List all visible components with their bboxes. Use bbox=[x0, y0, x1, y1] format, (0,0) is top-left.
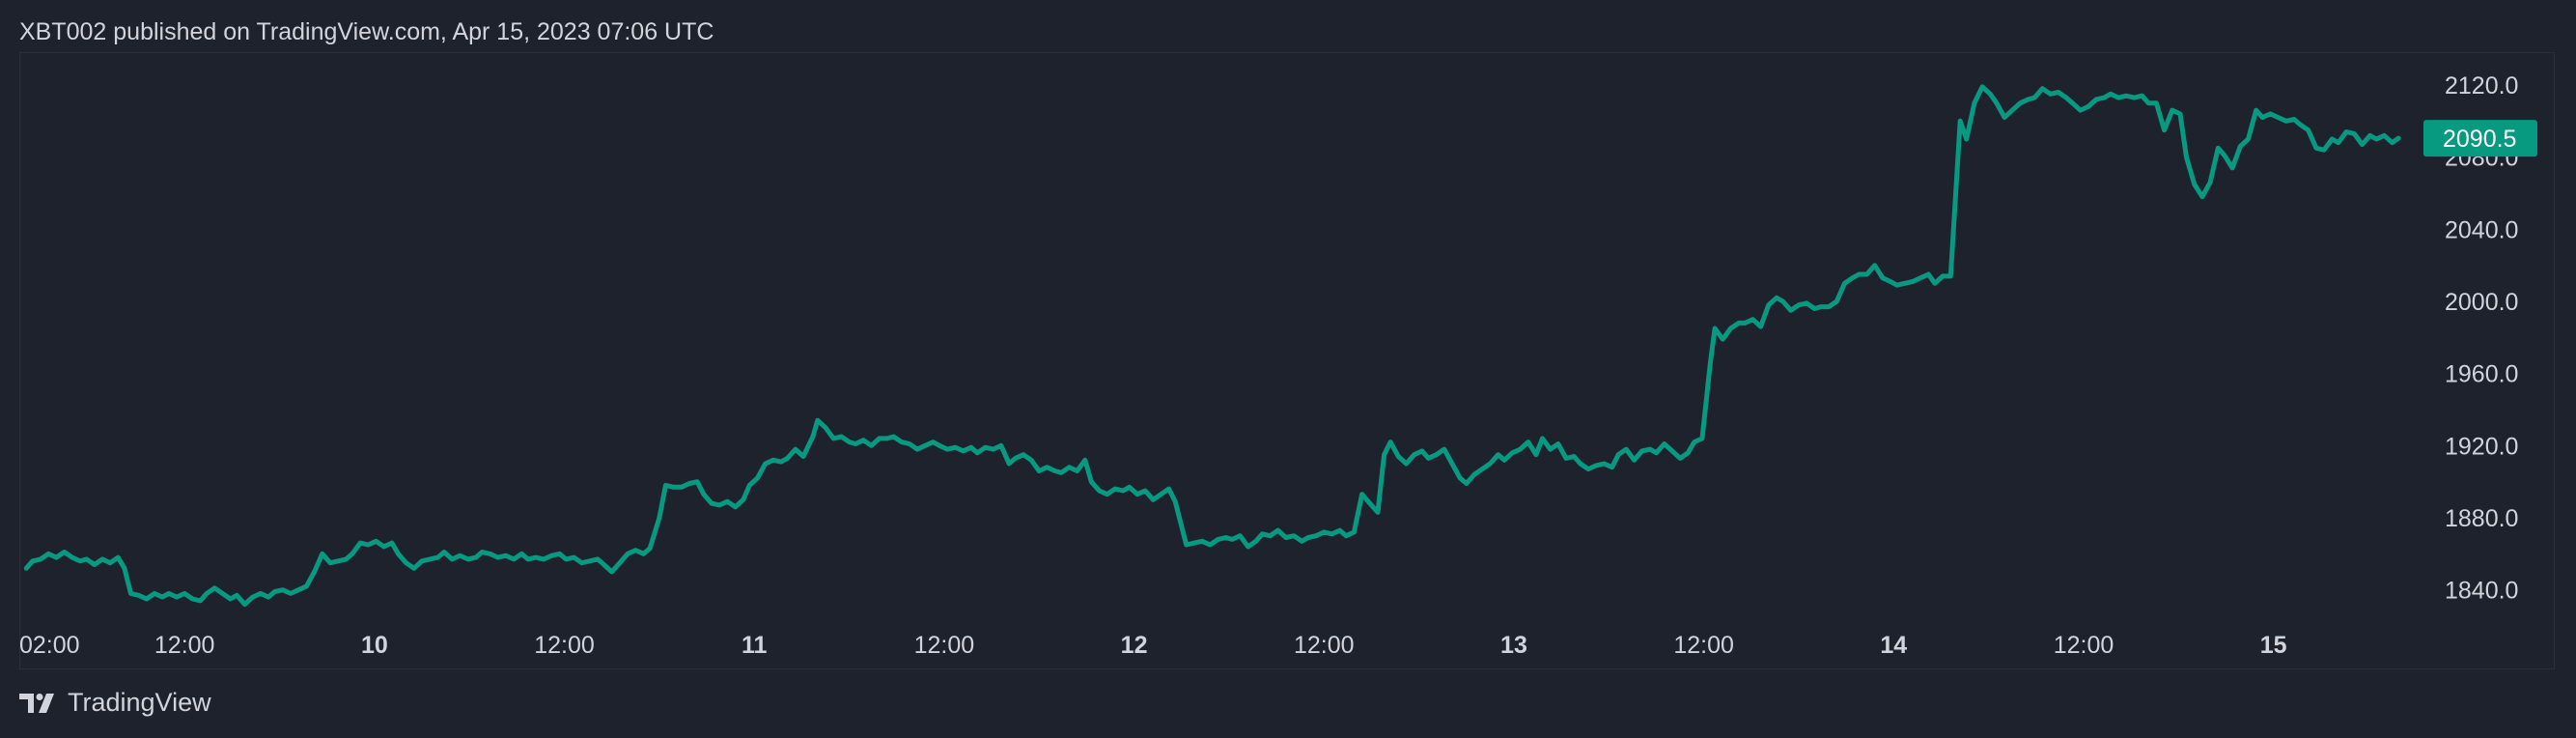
y-tick-label: 2000.0 bbox=[2445, 289, 2518, 316]
x-tick-label: 12:00 bbox=[154, 632, 215, 659]
y-tick-label: 1840.0 bbox=[2445, 578, 2518, 605]
x-tick-label: 12:00 bbox=[1294, 632, 1355, 659]
last-price-tag-box bbox=[2423, 120, 2537, 157]
x-tick-label: 12:00 bbox=[2054, 632, 2114, 659]
x-tick-label: 12:00 bbox=[534, 632, 595, 659]
x-tick-label: 14 bbox=[1880, 632, 1907, 659]
x-tick-label: 11 bbox=[742, 632, 768, 659]
x-tick-label: 10 bbox=[361, 632, 388, 659]
chart-frame bbox=[19, 52, 2555, 669]
x-tick-label: 12:00 bbox=[1673, 632, 1734, 659]
x-tick-label: 15 bbox=[2260, 632, 2287, 659]
tradingview-logo-icon bbox=[19, 693, 54, 713]
x-tick-label: 12:00 bbox=[914, 632, 975, 659]
y-tick-label: 1960.0 bbox=[2445, 361, 2518, 388]
x-tick-label: 02:00 bbox=[19, 632, 80, 659]
y-tick-label: 2040.0 bbox=[2445, 216, 2518, 243]
price-line bbox=[23, 84, 2401, 608]
y-tick-label: 1920.0 bbox=[2445, 433, 2518, 460]
y-tick-label: 1880.0 bbox=[2445, 505, 2518, 532]
last-price-tag: 2090.5 bbox=[2423, 120, 2537, 157]
x-tick-label: 13 bbox=[1500, 632, 1527, 659]
x-axis: 02:00 12:00 10 12:00 11 12:00 12 12:00 13 12:00 14… bbox=[19, 632, 2287, 659]
publish-info: XBT002 published on TradingView.com, Apr… bbox=[19, 18, 714, 45]
last-price-label: 2090.5 bbox=[2443, 126, 2516, 153]
tradingview-brand-label: TradingView bbox=[68, 688, 211, 717]
y-tick-label: 2120.0 bbox=[2445, 72, 2518, 99]
price-chart[interactable]: 1840.01880.01920.01960.02000.02040.02080… bbox=[0, 0, 2576, 676]
x-tick-label: 12 bbox=[1121, 632, 1148, 659]
tradingview-brand[interactable]: TradingView bbox=[19, 688, 211, 718]
